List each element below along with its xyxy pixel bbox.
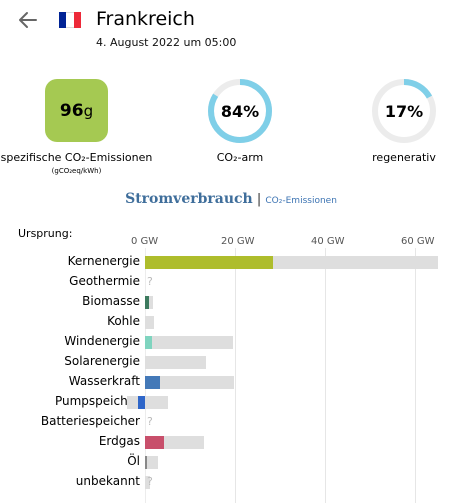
axis-tick-label: 60 GW: [401, 236, 435, 247]
missing-data-marker: ?: [147, 475, 153, 488]
chart-tabs: Stromverbrauch | CO₂-Emissionen: [0, 191, 462, 207]
axis-tick-label: 40 GW: [311, 236, 345, 247]
emissions-unit: g: [83, 101, 94, 120]
low-carbon-ring[interactable]: [207, 78, 273, 144]
row-label: Batteriespeicher: [40, 414, 140, 428]
production-bar[interactable]: [145, 436, 164, 449]
tab-separator: |: [256, 192, 262, 207]
emissions-unit-label: (gCO₂eq/kWh): [51, 167, 102, 175]
renewable-label: regenerativ: [372, 151, 436, 164]
row-label: Pumpspeicher: [54, 394, 140, 408]
origin-label: Ursprung:: [18, 227, 73, 240]
row-label: Wasserkraft: [68, 374, 140, 388]
axis-tick-label: 20 GW: [221, 236, 255, 247]
tab-consumption[interactable]: Stromverbrauch: [125, 191, 253, 207]
renewable-value: 17%: [384, 102, 424, 121]
page-title: Frankreich: [96, 8, 195, 30]
flag-icon: [59, 12, 81, 28]
production-bar[interactable]: [145, 376, 160, 389]
production-bar[interactable]: [137, 396, 145, 409]
capacity-bar[interactable]: [145, 336, 233, 349]
back-button[interactable]: [14, 6, 42, 34]
capacity-bar[interactable]: [145, 356, 207, 369]
row-label: Geothermie: [69, 274, 140, 288]
row-label: Windenergie: [64, 334, 140, 348]
capacity-bar[interactable]: [145, 376, 235, 389]
row-label: unbekannt: [75, 474, 140, 488]
gridline: [325, 248, 326, 503]
capacity-bar[interactable]: [127, 396, 169, 409]
missing-data-marker: ?: [147, 275, 153, 288]
row-label: Erdgas: [98, 434, 140, 448]
gridline: [145, 248, 146, 503]
capacity-bar[interactable]: [145, 296, 154, 309]
emissions-value: 96: [59, 100, 84, 121]
renewable-ring[interactable]: [371, 78, 437, 144]
row-label: Öl: [127, 454, 140, 468]
production-bar[interactable]: [145, 256, 274, 269]
low-carbon-label: CO₂-arm: [216, 151, 264, 164]
gridline: [235, 248, 236, 503]
capacity-bar[interactable]: [145, 476, 151, 489]
emissions-tile[interactable]: 96 g: [45, 79, 108, 142]
capacity-bar[interactable]: [145, 456, 159, 469]
row-label: Kohle: [107, 314, 140, 328]
row-label: Biomasse: [82, 294, 140, 308]
emissions-label: spezifische CO₂-Emissionen: [0, 151, 153, 164]
missing-data-marker: ?: [147, 415, 153, 428]
axis-tick-label: 0 GW: [131, 236, 159, 247]
tab-emissions[interactable]: CO₂-Emissionen: [265, 196, 337, 206]
arrow-left-icon: [19, 12, 37, 28]
low-carbon-value: 84%: [220, 102, 260, 121]
row-label: Kernenergie: [67, 254, 140, 268]
row-label: Solarenergie: [64, 354, 140, 368]
timestamp: 4. August 2022 um 05:00: [96, 36, 237, 49]
capacity-bar[interactable]: [145, 316, 155, 329]
production-bar[interactable]: [145, 456, 147, 469]
production-bar[interactable]: [145, 336, 152, 349]
production-bar[interactable]: [145, 296, 149, 309]
gridline: [415, 248, 416, 503]
